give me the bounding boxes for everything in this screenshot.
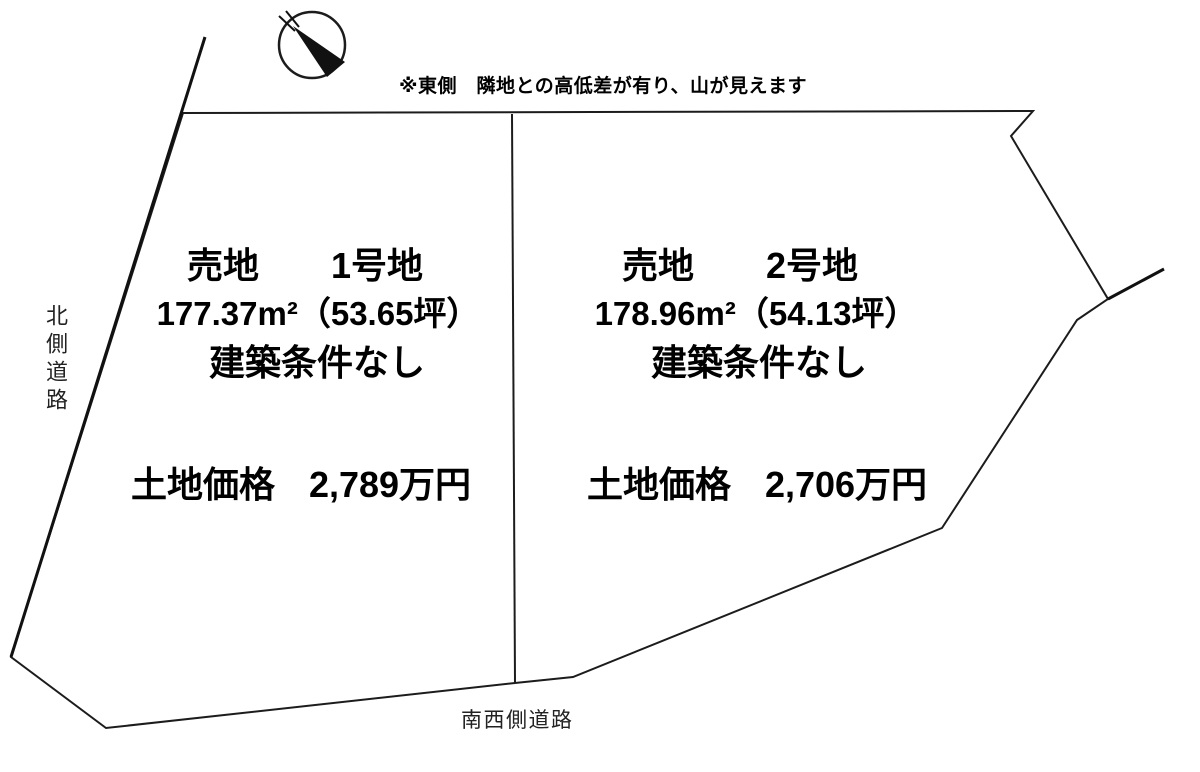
lot-divider-line <box>511 113 516 684</box>
west-road-edge-line <box>9 36 207 658</box>
lot-2-condition: 建築条件なし <box>650 342 868 383</box>
lot-1-price-value: 2,789万円 <box>308 464 472 505</box>
lot-1-price-label: 土地価格 <box>130 464 275 505</box>
lot-1-condition: 建築条件なし <box>208 342 426 383</box>
lot-2-title: 売地 2号地 <box>621 245 859 286</box>
boundary-polygon <box>9 109 1110 730</box>
southwest-road-label: 南西側道路 <box>461 709 574 732</box>
north-arrow-icon <box>277 10 347 80</box>
lot-1-title: 売地 1号地 <box>186 245 424 286</box>
lot-2-price-label: 土地価格 <box>586 464 731 505</box>
lot-2-price-value: 2,706万円 <box>764 464 928 505</box>
lot-2-area: 178.96m²（54.13坪） <box>594 295 918 332</box>
lot-1-area: 177.37m²（53.65坪） <box>156 295 480 332</box>
lot-1-price: 土地価格 2,789万円 <box>131 456 471 508</box>
lot-2-price: 土地価格 2,706万円 <box>587 456 927 508</box>
east-boundary-stub-line <box>1107 267 1165 301</box>
north-road-label: 北側道路 <box>43 304 68 416</box>
east-side-note: ※東側 隣地との高低差が有り、山が見えます <box>399 76 808 97</box>
